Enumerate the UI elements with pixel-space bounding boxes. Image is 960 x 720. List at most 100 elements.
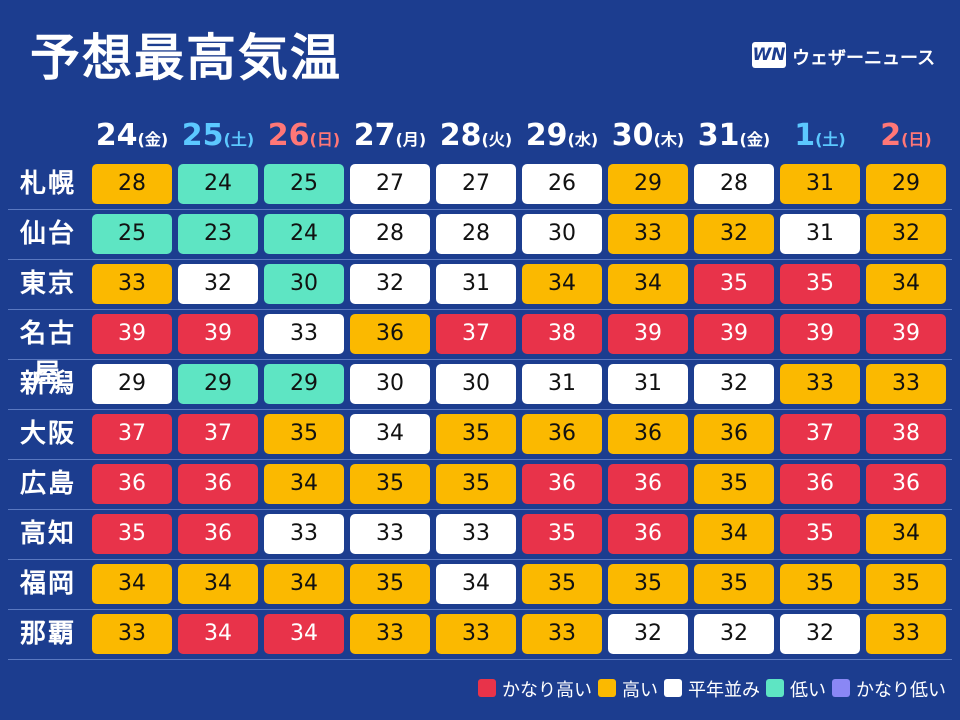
day: 25 <box>181 118 224 153</box>
column-header: 28(火) <box>433 118 519 153</box>
title: 予想最高気温 <box>30 29 342 87</box>
legend-swatch <box>664 679 682 697</box>
temperature-cell: 34 <box>436 564 516 604</box>
legend-label: 高い <box>622 680 658 701</box>
temperature-cell: 33 <box>608 214 688 254</box>
temperature-cell: 39 <box>608 314 688 354</box>
day: 2 <box>880 118 902 153</box>
temperature-cell: 35 <box>92 514 172 554</box>
temperature-cell: 35 <box>780 264 860 304</box>
row-separator <box>8 609 952 610</box>
temperature-cell: 34 <box>694 514 774 554</box>
temperature-cell: 33 <box>780 364 860 404</box>
city: 名古屋 <box>19 319 76 389</box>
temperature-cell: 33 <box>866 364 946 404</box>
temperature-cell: 30 <box>264 264 344 304</box>
temperature-cell: 35 <box>780 564 860 604</box>
temperature-cell: 26 <box>522 164 602 204</box>
temperature-cell: 36 <box>92 464 172 504</box>
legend-swatch <box>766 679 784 697</box>
temperature-cell: 35 <box>694 264 774 304</box>
legend-label: かなり低い <box>856 680 946 701</box>
city: 東京 <box>19 269 76 299</box>
column-header: 26(日) <box>261 118 347 153</box>
weekday: (金) <box>739 130 771 149</box>
temperature-cell: 36 <box>866 464 946 504</box>
temperature-cell: 28 <box>436 214 516 254</box>
weekday: (日) <box>901 130 932 149</box>
temperature-cell: 32 <box>608 614 688 654</box>
weekday: (土) <box>815 130 846 149</box>
temperature-cell: 28 <box>350 214 430 254</box>
temperature-cell: 23 <box>178 214 258 254</box>
city: 高知 <box>19 519 76 549</box>
temperature-cell: 37 <box>92 414 172 454</box>
temperature-cell: 36 <box>608 414 688 454</box>
temperature-cell: 39 <box>694 314 774 354</box>
temperature-cell: 39 <box>178 314 258 354</box>
logo: WN <box>752 42 786 68</box>
temperature-cell: 34 <box>264 464 344 504</box>
temperature-cell: 36 <box>522 464 602 504</box>
row-separator <box>8 459 952 460</box>
temperature-cell: 35 <box>866 564 946 604</box>
temperature-cell: 33 <box>350 514 430 554</box>
temperature-cell: 38 <box>522 314 602 354</box>
temperature-cell: 34 <box>522 264 602 304</box>
temperature-cell: 31 <box>780 214 860 254</box>
temperature-cell: 30 <box>522 214 602 254</box>
column-header: 29(水) <box>519 118 605 153</box>
temperature-cell: 35 <box>694 564 774 604</box>
row-separator <box>8 659 952 660</box>
temperature-cell: 34 <box>92 564 172 604</box>
temperature-cell: 28 <box>694 164 774 204</box>
temperature-cell: 32 <box>694 214 774 254</box>
weekday: (日) <box>309 130 341 149</box>
day: 30 <box>611 118 654 153</box>
temperature-cell: 27 <box>350 164 430 204</box>
weekday: (月) <box>395 130 427 149</box>
temperature-cell: 32 <box>694 614 774 654</box>
column-header: 25(土) <box>175 118 261 153</box>
temperature-cell: 32 <box>866 214 946 254</box>
row-separator <box>8 509 952 510</box>
temperature-cell: 30 <box>350 364 430 404</box>
temperature-cell: 27 <box>436 164 516 204</box>
column-header: 2(日) <box>863 118 949 153</box>
temperature-cell: 34 <box>866 514 946 554</box>
temperature-cell: 39 <box>92 314 172 354</box>
temperature-cell: 34 <box>264 614 344 654</box>
temperature-cell: 33 <box>436 614 516 654</box>
temperature-cell: 25 <box>264 164 344 204</box>
temperature-cell: 37 <box>780 414 860 454</box>
day: 1 <box>794 118 816 153</box>
temperature-cell: 35 <box>694 464 774 504</box>
legend-label: 平年並み <box>688 680 760 701</box>
temperature-cell: 33 <box>264 514 344 554</box>
legend-label: かなり高い <box>502 680 592 701</box>
temperature-cell: 38 <box>866 414 946 454</box>
city: 札幌 <box>19 169 76 199</box>
temperature-cell: 34 <box>866 264 946 304</box>
temperature-cell: 36 <box>178 514 258 554</box>
temperature-cell: 36 <box>350 314 430 354</box>
legend-swatch <box>478 679 496 697</box>
temperature-cell: 34 <box>178 614 258 654</box>
temperature-cell: 35 <box>264 414 344 454</box>
day: 28 <box>439 118 482 153</box>
temperature-cell: 29 <box>178 364 258 404</box>
temperature-cell: 35 <box>608 564 688 604</box>
legend-label: 低い <box>790 680 826 701</box>
temperature-cell: 29 <box>866 164 946 204</box>
day: 24 <box>95 118 138 153</box>
temperature-cell: 35 <box>436 414 516 454</box>
temperature-cell: 39 <box>780 314 860 354</box>
temperature-cell: 31 <box>522 364 602 404</box>
column-header: 27(月) <box>347 118 433 153</box>
temperature-cell: 37 <box>178 414 258 454</box>
column-header: 30(木) <box>605 118 691 153</box>
city: 仙台 <box>19 219 76 249</box>
city: 大阪 <box>19 419 76 449</box>
column-header: 24(金) <box>89 118 175 153</box>
